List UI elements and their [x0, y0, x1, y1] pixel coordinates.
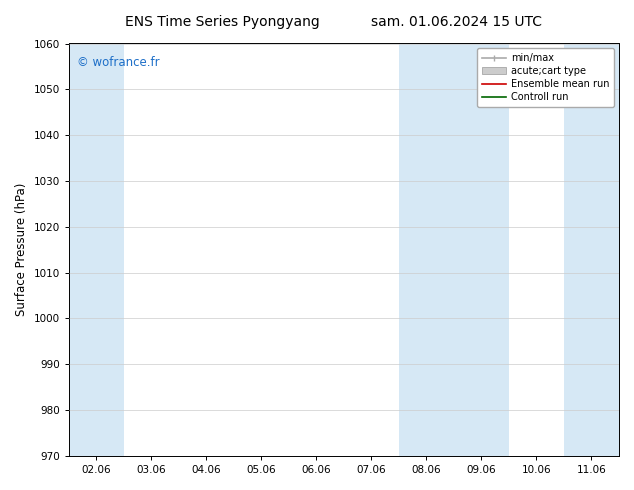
Bar — [69, 44, 124, 456]
Text: ENS Time Series Pyongyang: ENS Time Series Pyongyang — [124, 15, 320, 29]
Y-axis label: Surface Pressure (hPa): Surface Pressure (hPa) — [15, 183, 28, 317]
Text: © wofrance.fr: © wofrance.fr — [77, 56, 160, 69]
Bar — [399, 44, 509, 456]
Text: sam. 01.06.2024 15 UTC: sam. 01.06.2024 15 UTC — [371, 15, 542, 29]
Bar — [564, 44, 619, 456]
Legend: min/max, acute;cart type, Ensemble mean run, Controll run: min/max, acute;cart type, Ensemble mean … — [477, 49, 614, 107]
